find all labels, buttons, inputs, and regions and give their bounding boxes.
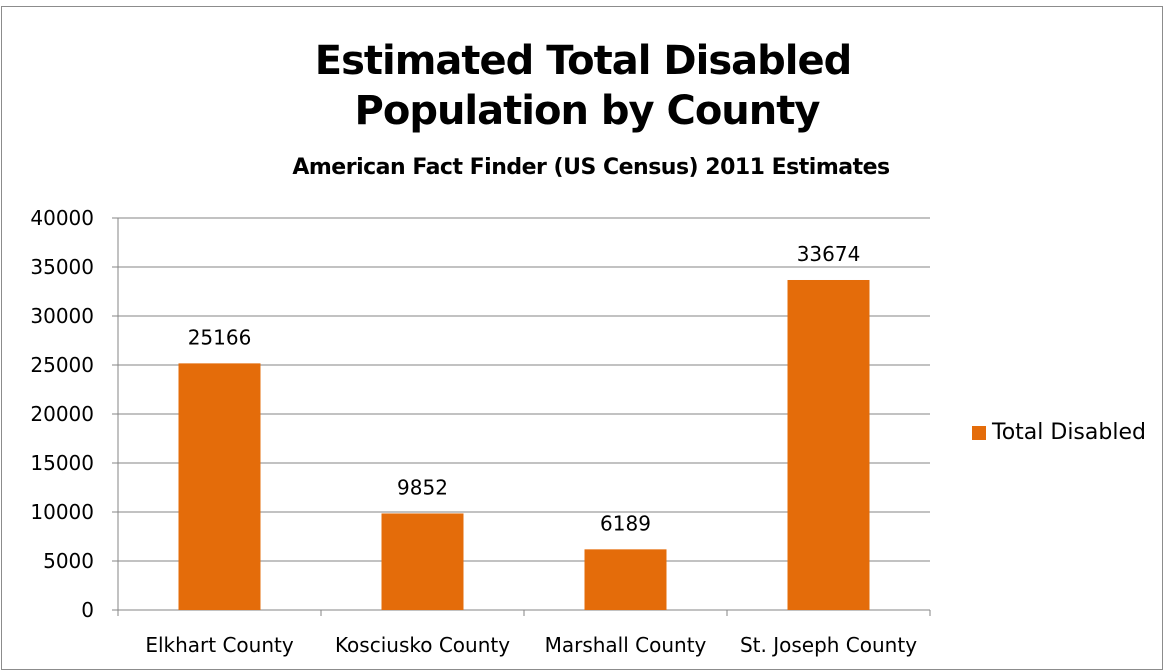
y-tick-label: 25000 xyxy=(30,353,94,377)
x-tick-label: Elkhart County xyxy=(145,633,294,657)
data-label: 9852 xyxy=(397,475,448,499)
y-tick-label: 30000 xyxy=(30,304,94,328)
legend: Total Disabled xyxy=(972,420,1146,445)
x-tick-label: St. Joseph County xyxy=(740,633,917,657)
data-label: 6189 xyxy=(600,511,651,535)
chart-title-line2: Population by County xyxy=(354,88,821,134)
y-tick-label: 20000 xyxy=(30,402,94,426)
y-tick-label: 0 xyxy=(81,598,94,622)
chart-subtitle: American Fact Finder (US Census) 2011 Es… xyxy=(292,155,890,180)
legend-label: Total Disabled xyxy=(992,420,1146,445)
x-tick-label: Kosciusko County xyxy=(335,633,510,657)
chart-title-line1: Estimated Total Disabled xyxy=(314,38,852,84)
bar xyxy=(584,549,667,610)
data-label: 25166 xyxy=(188,325,252,349)
data-label: 33674 xyxy=(797,242,861,266)
bar xyxy=(178,363,261,610)
y-tick-label: 15000 xyxy=(30,451,94,475)
bar xyxy=(381,513,464,610)
chart-title: Estimated Total Disabled Population by C… xyxy=(0,36,1166,136)
x-tick-label: Marshall County xyxy=(545,633,707,657)
y-tick-label: 40000 xyxy=(30,206,94,230)
y-tick-label: 5000 xyxy=(43,549,94,573)
y-tick-label: 35000 xyxy=(30,255,94,279)
y-tick-label: 10000 xyxy=(30,500,94,524)
bar xyxy=(787,279,870,610)
legend-swatch xyxy=(972,425,986,440)
